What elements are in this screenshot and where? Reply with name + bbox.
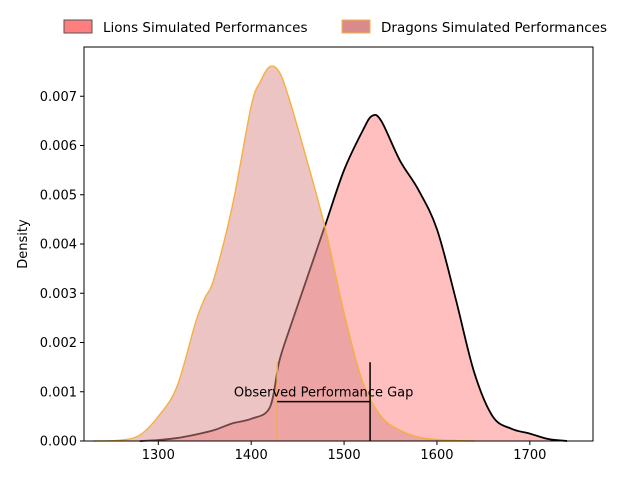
y-tick-label: 0.002 [40,336,77,351]
x-tick-label: 1700 [513,448,546,463]
legend-swatch-dragons [341,19,371,34]
x-tick-label: 1500 [328,448,361,463]
density-line-dragons [93,65,475,442]
gap-annotation-label: Observed Performance Gap [234,386,413,401]
y-tick-label: 0.004 [40,238,77,253]
legend-swatch-lions [63,19,93,34]
x-tick-label: 1600 [420,448,453,463]
legend: Lions Simulated Performances Dragons Sim… [63,19,607,36]
y-tick-label: 0.003 [40,287,77,302]
legend-label-lions: Lions Simulated Performances [103,20,308,36]
y-tick-label: 0.007 [40,90,77,105]
y-tick-label: 0.006 [40,139,77,154]
legend-label-dragons: Dragons Simulated Performances [381,20,607,36]
y-tick-label: 0.001 [40,385,77,400]
density-area-dragons [93,66,475,442]
y-tick-label: 0.005 [40,188,77,203]
x-tick-label: 1300 [142,448,175,463]
plot-area: Observed Performance Gap 1300 1400 1500 1600… [40,46,594,463]
x-tick-label: 1400 [235,448,268,463]
y-axis-label: Density [16,219,31,269]
y-tick-label: 0.000 [40,435,77,450]
density-area-lions [139,114,567,441]
